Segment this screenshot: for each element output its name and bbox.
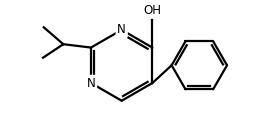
Text: OH: OH (143, 4, 161, 17)
Text: N: N (87, 77, 95, 90)
Text: N: N (117, 23, 126, 36)
